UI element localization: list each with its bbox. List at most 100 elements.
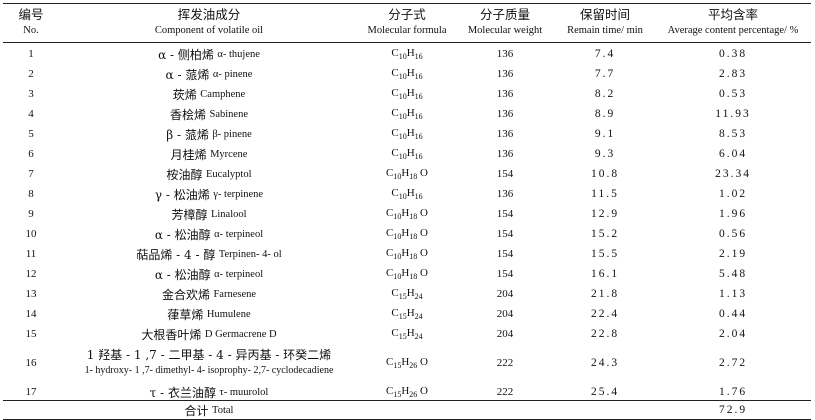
cell-no: 7 — [28, 168, 34, 180]
cell-time: 9.3 — [594, 148, 616, 160]
cell-content: 0.53 — [718, 88, 748, 100]
cell-weight: 222 — [496, 386, 514, 398]
cell-formula: C10H16 — [391, 107, 423, 121]
cell-weight: 154 — [496, 228, 514, 240]
table-row: 4 香桧烯 Sabinene C10H16 136 8.9 11.93 — [3, 104, 811, 124]
cell-content: 2.72 — [718, 357, 748, 369]
cell-no: 9 — [28, 208, 34, 220]
cell-formula: C10H18 O — [386, 207, 428, 221]
cell-time: 21.8 — [590, 288, 620, 300]
cell-content: 1.02 — [718, 188, 748, 200]
cell-component: α - 侧柏烯 α- thujene — [158, 47, 260, 62]
header-content: 平均含率 Average content percentage/ % — [667, 7, 799, 36]
cell-time: 8.2 — [594, 88, 616, 100]
header-no: 编号 No. — [18, 7, 44, 36]
cell-component: α - 蒎烯 α- pinene — [165, 67, 253, 82]
header-rule — [3, 42, 811, 43]
total-row: 合计 Total 72.9 — [3, 401, 811, 419]
cell-component: 葎草烯 Humulene — [167, 307, 251, 322]
total-rule — [3, 400, 811, 401]
cell-component: 金合欢烯 Farnesene — [161, 287, 257, 302]
cell-component: τ - 衣兰油醇 τ- muurolol — [149, 385, 269, 400]
cell-formula: C10H18 O — [386, 227, 428, 241]
cell-formula: C10H16 — [391, 147, 423, 161]
cell-weight: 154 — [496, 168, 514, 180]
table-row: 14 葎草烯 Humulene C15H24 204 22.4 0.44 — [3, 304, 811, 324]
table-row: 11 萜品烯 - 4 - 醇 Terpinen- 4- ol C10H18 O 154… — [3, 244, 811, 264]
cell-time: 15.2 — [590, 228, 620, 240]
cell-content: 1.13 — [718, 288, 748, 300]
cell-no: 11 — [25, 248, 37, 260]
cell-weight: 154 — [496, 248, 514, 260]
cell-formula: C10H18 O — [386, 267, 428, 281]
cell-time: 16.1 — [590, 268, 620, 280]
cell-no: 14 — [25, 308, 37, 320]
cell-formula: C15H26 O — [386, 356, 428, 370]
cell-time: 11.5 — [591, 188, 619, 200]
cell-component: α - 松油醇 α- terpineol — [154, 227, 264, 242]
cell-formula: C10H16 — [391, 67, 423, 81]
cell-weight: 204 — [496, 308, 514, 320]
cell-no: 12 — [25, 268, 37, 280]
header-formula: 分子式 Molecular formula — [367, 7, 447, 36]
cell-content: 5.48 — [718, 268, 748, 280]
cell-component: γ - 松油烯 γ- terpinene — [154, 187, 264, 202]
cell-formula: C10H18 O — [386, 247, 428, 261]
cell-component: α - 松油醇 α- terpineol — [154, 267, 264, 282]
cell-weight: 136 — [496, 108, 514, 120]
cell-content: 0.56 — [718, 228, 748, 240]
table-row: 3 莰烯 Camphene C10H16 136 8.2 0.53 — [3, 84, 811, 104]
cell-no: 15 — [25, 328, 37, 340]
cell-component: 香桧烯 Sabinene — [169, 107, 248, 122]
cell-formula: C15H24 — [391, 327, 423, 341]
cell-weight: 136 — [496, 48, 514, 60]
cell-no: 8 — [28, 188, 34, 200]
cell-formula: C15H24 — [391, 287, 423, 301]
cell-time: 7.4 — [594, 48, 616, 60]
cell-time: 10.8 — [590, 168, 620, 180]
cell-content: 11.93 — [715, 108, 751, 120]
cell-no: 17 — [25, 386, 37, 398]
cell-time: 24.3 — [590, 357, 620, 369]
table-row: 6 月桂烯 Myrcene C10H16 136 9.3 6.04 — [3, 144, 811, 164]
table-row: 8 γ - 松油烯 γ- terpinene C10H16 136 11.5 1.02 — [3, 184, 811, 204]
cell-formula: C10H16 — [391, 187, 423, 201]
cell-formula: C10H16 — [391, 87, 423, 101]
total-label: 合计 Total — [184, 403, 234, 418]
cell-no: 16 — [25, 357, 37, 369]
cell-time: 9.1 — [594, 128, 616, 140]
header-weight: 分子质量 Molecular weight — [467, 7, 543, 36]
table-row: 12 α - 松油醇 α- terpineol C10H18 O 154 16.1 5.4… — [3, 264, 811, 284]
header-time: 保留时间 Remain time/ min — [567, 7, 643, 36]
cell-content: 2.83 — [718, 68, 748, 80]
cell-component: β - 蒎烯 β- pinene — [166, 127, 252, 142]
cell-no: 3 — [28, 88, 34, 100]
cell-weight: 154 — [496, 208, 514, 220]
cell-time: 15.5 — [590, 248, 620, 260]
cell-component: 月桂烯 Myrcene — [170, 147, 248, 162]
cell-time: 7.7 — [594, 68, 616, 80]
table-row: 16 1 羟基 - 1 ,7 - 二甲基 - 4 - 异丙基 - 环癸二烯 1- h… — [3, 344, 811, 382]
total-percentage: 72.9 — [718, 404, 748, 416]
cell-weight: 154 — [496, 268, 514, 280]
cell-content: 1.76 — [718, 386, 748, 398]
cell-time: 12.9 — [590, 208, 620, 220]
cell-time: 25.4 — [590, 386, 620, 398]
cell-component: 桉油醇 Eucalyptol — [166, 167, 252, 182]
cell-content: 0.44 — [718, 308, 748, 320]
cell-formula: C10H18 O — [386, 167, 428, 181]
table-row: 10 α - 松油醇 α- terpineol C10H18 O 154 15.2 0.5… — [3, 224, 811, 244]
cell-formula: C10H16 — [391, 127, 423, 141]
cell-content: 23.34 — [715, 168, 751, 180]
cell-weight: 136 — [496, 68, 514, 80]
cell-time: 22.8 — [590, 328, 620, 340]
cell-weight: 136 — [496, 128, 514, 140]
cell-formula: C15H26 O — [386, 385, 428, 399]
cell-weight: 136 — [496, 148, 514, 160]
cell-component: 萜品烯 - 4 - 醇 Terpinen- 4- ol — [136, 247, 282, 262]
cell-weight: 136 — [496, 88, 514, 100]
table-row: 17 τ - 衣兰油醇 τ- muurolol C15H26 O 222 25.4 1.7… — [3, 382, 811, 402]
cell-no: 1 — [28, 48, 34, 60]
cell-content: 0.38 — [718, 48, 748, 60]
table-row: 2 α - 蒎烯 α- pinene C10H16 136 7.7 2.83 — [3, 64, 811, 84]
